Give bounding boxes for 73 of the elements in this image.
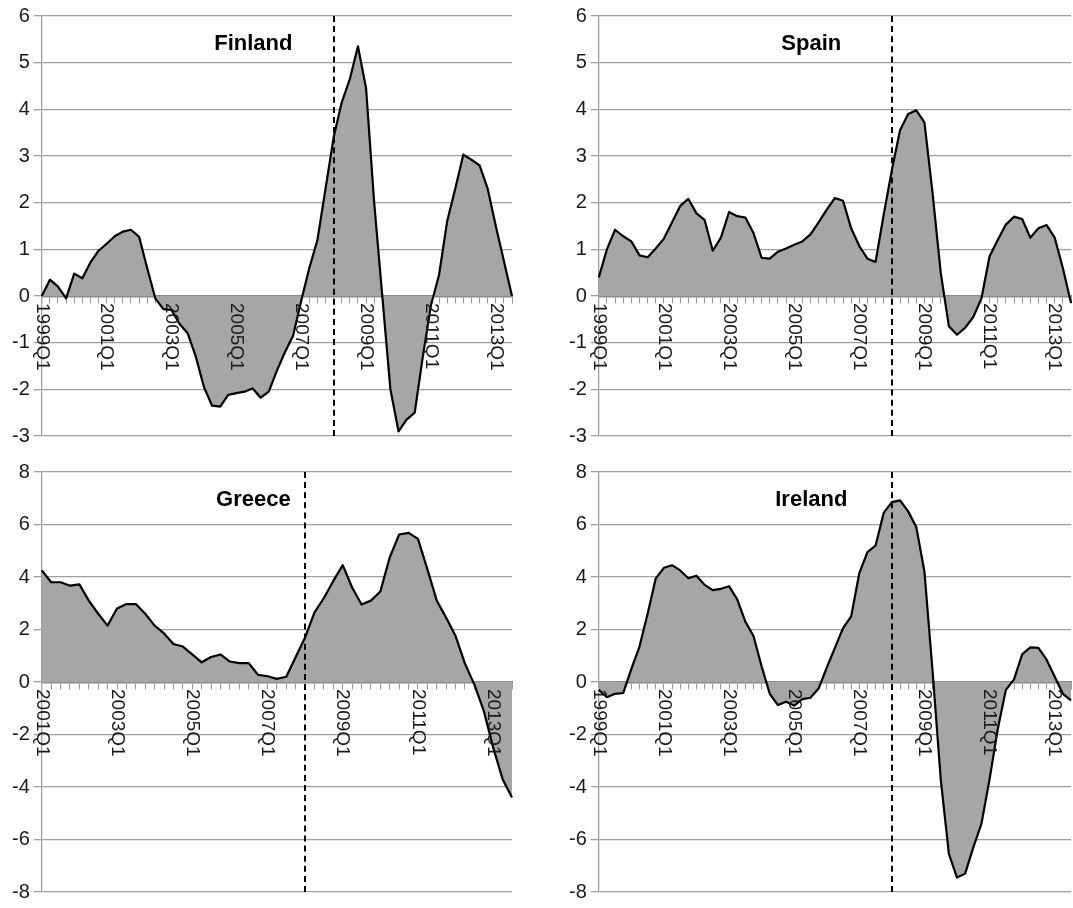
y-tick-label: 3 [18,143,30,166]
x-tick-label: 2009Q1 [333,689,355,757]
text: Finland [214,30,293,56]
text: Spain [781,30,842,56]
x-tick-label: 2005Q1 [227,303,249,371]
x-tick-label: 2005Q1 [784,689,806,757]
x-tick-label: 1999Q1 [589,303,611,371]
x-tick-label: 2001Q1 [654,303,676,371]
x-tick-label: 2007Q1 [850,303,872,371]
y-tick-label: -8 [11,879,30,902]
y-tick-label: 0 [18,283,30,306]
x-tick-label: 2001Q1 [654,689,676,757]
y-tick-label: 0 [18,669,30,692]
y-tick-label: -6 [568,827,587,850]
y-tick-label: -6 [11,827,30,850]
x-tick-label: 2003Q1 [162,303,184,371]
x-tick-label: 2003Q1 [719,689,741,757]
x-tick-label: 2011Q1 [980,689,1002,756]
y-tick-label: 1 [575,236,587,259]
x-tick-label: 2013Q1 [1045,689,1067,757]
x-tick-label: 2013Q1 [1045,303,1067,371]
y-tick-label: 0 [575,283,587,306]
y-tick-label: 0 [575,669,587,692]
x-tick-label: 1999Q1 [589,689,611,757]
y-tick-label: 6 [575,3,587,26]
x-tick-label: 2005Q1 [784,303,806,371]
y-tick-label: 4 [575,96,587,119]
y-tick-label: -4 [11,774,30,797]
x-tick-label: 2013Q1 [486,303,508,371]
y-tick-label: 4 [575,564,587,587]
x-tick-label: 2011Q1 [421,303,443,370]
x-tick-label: 2003Q1 [107,689,129,757]
x-tick-label: 2007Q1 [850,689,872,757]
x-tick-label: 2011Q1 [980,303,1002,370]
text: Ireland [775,486,848,512]
x-tick-label: 2001Q1 [97,303,119,371]
y-tick-label: 4 [18,564,30,587]
y-tick-label: -2 [11,376,30,399]
y-tick-label: 2 [575,190,587,213]
x-tick-label: 2001Q1 [32,689,54,757]
x-tick-label: 2007Q1 [258,689,280,757]
y-tick-label: -3 [568,423,587,446]
y-tick-label: 6 [18,3,30,26]
x-tick-label: 2007Q1 [291,303,313,371]
y-tick-label: 3 [575,143,587,166]
y-tick-label: 2 [18,617,30,640]
y-tick-label: -1 [568,330,587,353]
x-tick-label: 2009Q1 [356,303,378,371]
y-tick-label: 1 [18,236,30,259]
y-tick-label: 4 [18,96,30,119]
y-tick-label: 6 [575,512,587,535]
x-tick-label: 2013Q1 [483,689,505,757]
y-tick-label: 5 [575,50,587,73]
y-tick-label: -8 [568,879,587,902]
x-tick-label: 2005Q1 [183,689,205,757]
x-tick-label: 2009Q1 [915,303,937,371]
y-tick-label: 8 [18,459,30,482]
x-tick-label: 1999Q1 [32,303,54,371]
y-tick-label: 6 [18,512,30,535]
y-tick-label: 5 [18,50,30,73]
y-tick-label: -2 [568,376,587,399]
y-tick-label: -2 [11,722,30,745]
y-tick-label: -4 [568,774,587,797]
text: Greece [216,486,291,512]
x-tick-label: 2011Q1 [408,689,430,756]
y-tick-label: -2 [568,722,587,745]
x-tick-label: 2009Q1 [915,689,937,757]
x-tick-label: 2003Q1 [719,303,741,371]
y-tick-label: -1 [11,330,30,353]
y-tick-label: 2 [18,190,30,213]
y-tick-label: -3 [11,423,30,446]
y-tick-label: 2 [575,617,587,640]
y-tick-label: 8 [575,459,587,482]
